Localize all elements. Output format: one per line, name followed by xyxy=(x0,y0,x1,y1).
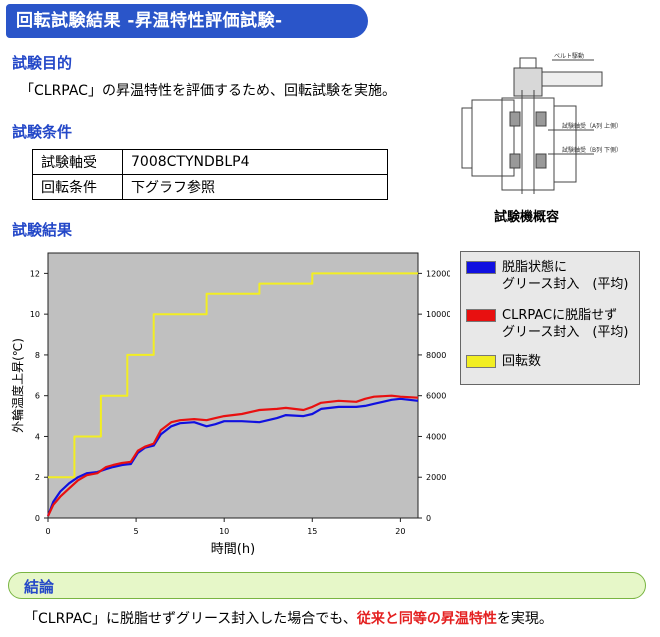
y-tick-label: 2 xyxy=(35,473,40,482)
x-tick-label: 20 xyxy=(395,527,405,536)
condition-key: 試験軸受 xyxy=(32,149,123,175)
legend-label: 脱脂状態に グリース封入 (平均) xyxy=(502,260,629,292)
y2-tick-label: 0 xyxy=(426,514,431,523)
conclusion-box xyxy=(8,572,646,599)
legend-item: CLRPACに脱脂せず グリース封入 (平均) xyxy=(466,307,629,341)
conditions-table: 試験軸受 7008CTYNDBLP4 回転条件 下グラフ参照 xyxy=(32,149,388,200)
series-line-2 xyxy=(48,272,418,479)
results-heading: 試験結果 xyxy=(12,221,73,239)
series-line-1 xyxy=(47,394,419,517)
y-tick-label: 4 xyxy=(35,432,40,441)
conclusion-highlight: 従来と同等の昇温特性 xyxy=(356,611,497,627)
conclusion-text-part: を実現。 xyxy=(496,611,553,627)
figure-label: 試験軸受（B列 下側） xyxy=(562,146,622,154)
table-row: 試験軸受 7008CTYNDBLP4 xyxy=(32,149,388,175)
y-tick-label: 8 xyxy=(35,351,40,360)
temperature-chart: 0 5 10 15 20 0 2 4 6 8 10 12 0 2000 4000 6000 8000 10000 1… xyxy=(10,252,450,557)
legend-swatch xyxy=(466,355,496,368)
legend-label: CLRPACに脱脂せず グリース封入 (平均) xyxy=(502,308,629,340)
legend-swatch xyxy=(466,261,496,274)
legend-swatch xyxy=(466,309,496,322)
y-tick-label: 6 xyxy=(35,392,40,401)
legend-label: 回転数 xyxy=(502,354,542,369)
figure-label: ベルト駆動 xyxy=(554,52,584,60)
y-tick-label: 10 xyxy=(30,310,40,319)
figure-label: 試験軸受（A列 上側） xyxy=(562,122,622,130)
legend-item: 回転数 xyxy=(466,353,541,370)
condition-key: 回転条件 xyxy=(32,174,123,200)
y2-tick-label: 12000 xyxy=(426,269,450,278)
y2-tick-label: 6000 xyxy=(426,392,446,401)
y2-tick-label: 4000 xyxy=(426,432,446,441)
y-axis-label: 外輪温度上昇(℃) xyxy=(10,338,25,433)
y2-tick-label: 8000 xyxy=(426,351,446,360)
series-line-0 xyxy=(46,397,419,517)
y-tick-label: 0 xyxy=(35,514,40,523)
plot-area xyxy=(47,252,419,519)
x-axis-label: 時間(h) xyxy=(211,542,255,557)
x-tick-label: 5 xyxy=(134,527,139,536)
y2-tick-label: 2000 xyxy=(426,473,446,482)
y-tick-label: 12 xyxy=(30,269,40,278)
chart-legend: 脱脂状態に グリース封入 (平均) CLRPACに脱脂せず グリース封入 (平均… xyxy=(460,251,640,385)
purpose-heading: 試験目的 xyxy=(12,54,73,72)
x-tick-label: 15 xyxy=(307,527,317,536)
conclusion-label: 結論 xyxy=(24,578,55,596)
conclusion-text: 「CLRPAC」に脱脂せずグリース封入した場合でも、従来と同等の昇温特性を実現。 xyxy=(24,608,553,628)
legend-item: 脱脂状態に グリース封入 (平均) xyxy=(466,259,629,293)
condition-value: 7008CTYNDBLP4 xyxy=(122,149,388,175)
purpose-text: 「CLRPAC」の昇温特性を評価するため、回転試験を実施。 xyxy=(20,83,396,99)
table-row: 回転条件 下グラフ参照 xyxy=(32,174,388,200)
conclusion-text-part: 「CLRPAC」に脱脂せずグリース封入した場合でも、 xyxy=(24,611,357,627)
x-tick-label: 10 xyxy=(219,527,229,536)
test-machine-drawing: ベルト駆動 試験軸受（A列 上側） 試験軸受（B列 下側） xyxy=(461,52,622,194)
figure-caption: 試験機概容 xyxy=(494,210,560,225)
page-title: 回転試験結果 -昇温特性評価試験- xyxy=(6,4,368,38)
x-tick-label: 0 xyxy=(45,527,50,536)
condition-value: 下グラフ参照 xyxy=(122,174,388,200)
y2-tick-label: 10000 xyxy=(426,310,450,319)
conditions-heading: 試験条件 xyxy=(12,123,73,141)
